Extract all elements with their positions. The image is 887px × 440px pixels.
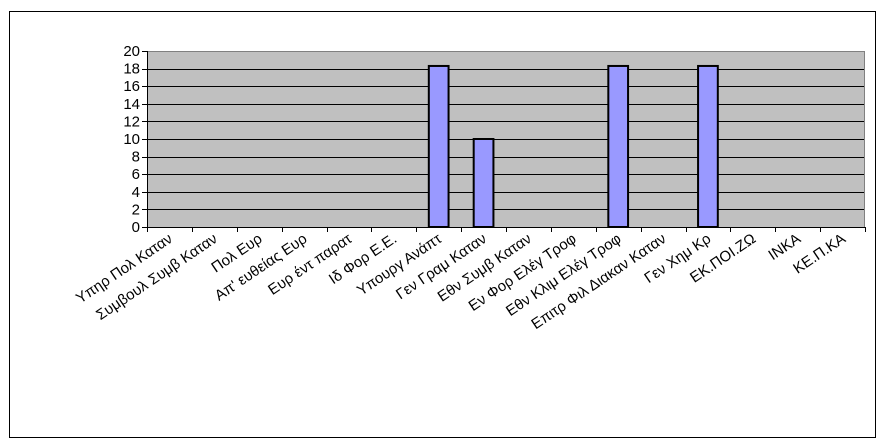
axes: [142, 51, 866, 232]
bars: [427, 64, 719, 228]
y-tick-label: 20: [123, 43, 140, 60]
y-tick-label: 12: [123, 113, 140, 130]
y-tick-label: 2: [132, 201, 140, 218]
bar: [472, 138, 495, 228]
y-tick-label: 14: [123, 96, 140, 113]
bar: [607, 64, 630, 228]
y-tick-label: 10: [123, 131, 140, 148]
bar: [427, 64, 450, 228]
y-tick-label: 8: [132, 149, 140, 166]
y-tick-label: 6: [132, 166, 140, 183]
y-tick-label: 4: [132, 184, 140, 201]
y-tick-label: 16: [123, 78, 140, 95]
y-tick-label: 0: [132, 219, 140, 236]
bar: [697, 64, 719, 228]
y-tick-label: 18: [123, 61, 140, 78]
